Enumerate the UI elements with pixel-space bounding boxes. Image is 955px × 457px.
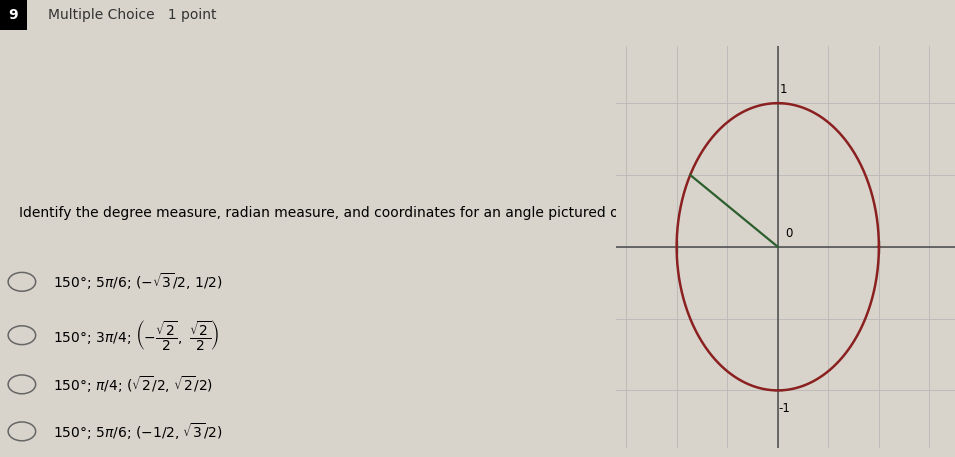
Text: Identify the degree measure, radian measure, and coordinates for an angle pictur: Identify the degree measure, radian meas…	[19, 207, 732, 220]
Text: 150°; 5$\pi$/6; ($-\sqrt{3}$/2, 1/2): 150°; 5$\pi$/6; ($-\sqrt{3}$/2, 1/2)	[53, 271, 223, 292]
Text: 9: 9	[9, 8, 18, 22]
Text: 1: 1	[780, 83, 788, 96]
Text: 150°; $\pi$/4; ($\sqrt{2}$/2, $\sqrt{2}$/2): 150°; $\pi$/4; ($\sqrt{2}$/2, $\sqrt{2}$…	[53, 374, 213, 395]
Text: 0: 0	[785, 227, 793, 239]
Text: -1: -1	[778, 402, 790, 415]
Text: 150°; 3$\pi$/4; $\left(-\dfrac{\sqrt{2}}{2},\ \dfrac{\sqrt{2}}{2}\right)$: 150°; 3$\pi$/4; $\left(-\dfrac{\sqrt{2}}…	[53, 318, 220, 352]
Text: 150°; 5$\pi$/6; ($-$1/2, $\sqrt{3}$/2): 150°; 5$\pi$/6; ($-$1/2, $\sqrt{3}$/2)	[53, 421, 223, 442]
Text: Multiple Choice   1 point: Multiple Choice 1 point	[48, 8, 216, 22]
Bar	[0, 0, 27, 30]
